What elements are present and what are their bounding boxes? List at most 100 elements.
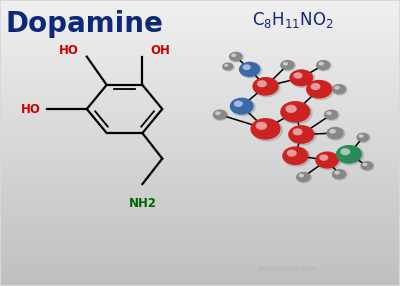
Circle shape	[287, 150, 297, 157]
Bar	[1, 59, 399, 61]
Bar	[1, 200, 399, 201]
Bar	[1, 152, 399, 153]
Bar	[1, 150, 399, 152]
Bar	[1, 273, 399, 275]
Text: HO: HO	[21, 102, 41, 116]
Circle shape	[332, 169, 346, 179]
Bar	[1, 167, 399, 168]
Bar	[1, 237, 399, 238]
Bar	[1, 232, 399, 234]
Circle shape	[242, 64, 251, 70]
Bar	[1, 3, 399, 4]
Bar	[1, 266, 399, 268]
Bar	[1, 71, 399, 72]
Circle shape	[334, 86, 340, 90]
Bar	[1, 256, 399, 258]
Bar	[1, 242, 399, 244]
Circle shape	[230, 52, 243, 62]
Circle shape	[289, 126, 316, 145]
Bar	[1, 24, 399, 25]
Circle shape	[215, 111, 220, 115]
Circle shape	[329, 129, 336, 134]
Bar	[1, 115, 399, 116]
Bar	[1, 102, 399, 103]
Bar	[1, 210, 399, 211]
Bar	[1, 48, 399, 49]
Circle shape	[231, 98, 255, 116]
Bar	[1, 225, 399, 227]
Bar	[1, 218, 399, 219]
Circle shape	[288, 125, 314, 144]
Circle shape	[356, 133, 369, 142]
Bar	[1, 258, 399, 259]
Circle shape	[234, 101, 243, 107]
Bar	[1, 18, 399, 20]
Bar	[1, 64, 399, 65]
Bar	[1, 110, 399, 112]
Bar	[1, 212, 399, 214]
Circle shape	[257, 80, 267, 87]
Bar	[1, 118, 399, 119]
Bar	[1, 215, 399, 217]
Bar	[1, 221, 399, 222]
Circle shape	[281, 60, 295, 71]
Bar	[1, 191, 399, 192]
Bar	[1, 174, 399, 176]
Bar	[1, 72, 399, 74]
Circle shape	[316, 60, 331, 71]
Bar	[1, 246, 399, 248]
Bar	[1, 57, 399, 58]
Bar	[1, 128, 399, 129]
Bar	[1, 211, 399, 212]
Bar	[1, 275, 399, 276]
Bar	[1, 62, 399, 64]
Bar	[1, 140, 399, 142]
Bar	[1, 194, 399, 195]
Bar	[1, 178, 399, 180]
Bar	[1, 54, 399, 55]
Bar	[1, 69, 399, 71]
Circle shape	[306, 80, 332, 99]
Bar	[1, 84, 399, 85]
Bar	[1, 125, 399, 126]
Circle shape	[252, 77, 279, 96]
Bar	[1, 100, 399, 102]
Bar	[1, 168, 399, 170]
Bar	[1, 190, 399, 191]
Circle shape	[337, 146, 364, 165]
Bar	[1, 11, 399, 13]
Circle shape	[283, 62, 288, 65]
Bar	[1, 238, 399, 239]
Bar	[1, 7, 399, 9]
Bar	[1, 55, 399, 57]
Bar	[1, 139, 399, 140]
Bar	[1, 181, 399, 183]
Bar	[1, 68, 399, 69]
Bar	[1, 283, 399, 285]
Bar	[1, 51, 399, 52]
Bar	[1, 74, 399, 75]
Bar	[1, 271, 399, 272]
Bar	[1, 35, 399, 37]
Bar	[1, 78, 399, 79]
Bar	[1, 33, 399, 34]
Bar	[1, 251, 399, 252]
Circle shape	[324, 110, 338, 120]
Bar	[1, 153, 399, 154]
Bar	[1, 255, 399, 256]
Bar	[1, 6, 399, 7]
Bar	[1, 136, 399, 137]
Bar	[1, 76, 399, 78]
Circle shape	[332, 84, 347, 95]
Bar	[1, 113, 399, 115]
Bar	[1, 239, 399, 241]
Circle shape	[316, 60, 330, 70]
Text: OH: OH	[150, 44, 170, 57]
Bar	[1, 184, 399, 186]
Bar	[1, 130, 399, 132]
Bar	[1, 31, 399, 33]
Bar	[1, 81, 399, 82]
Circle shape	[340, 148, 350, 155]
Bar	[1, 119, 399, 120]
Bar	[1, 116, 399, 118]
